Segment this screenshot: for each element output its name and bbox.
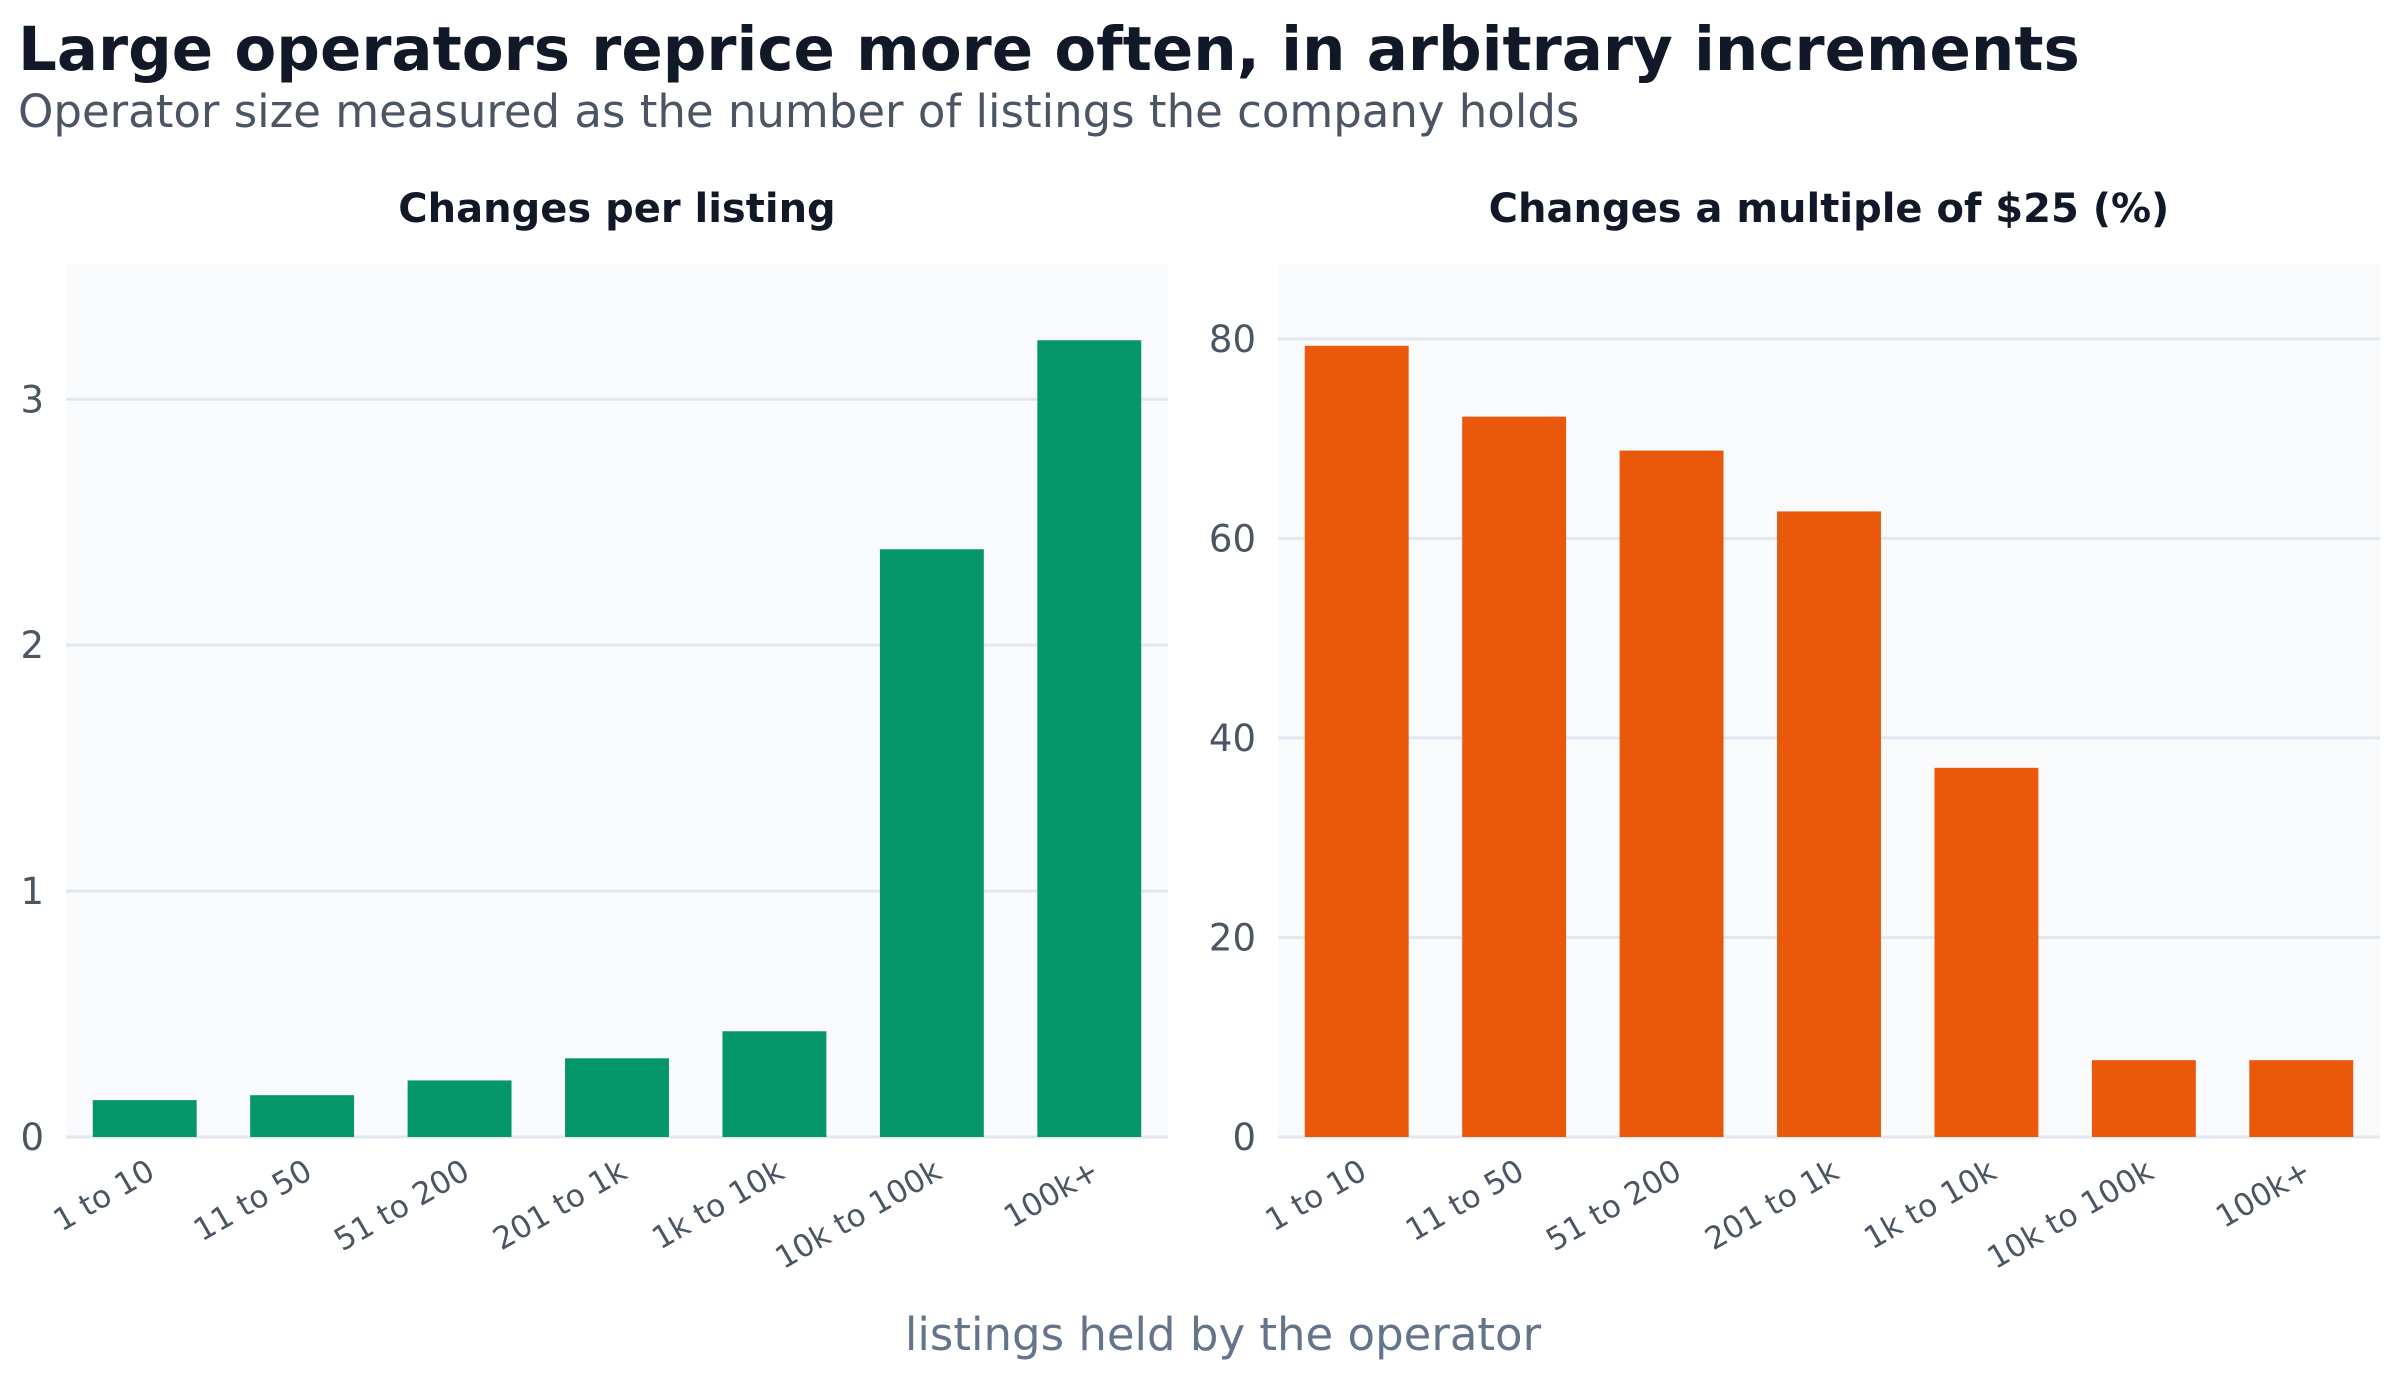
bar-5 (1934, 767, 2039, 1137)
x-tick-label: 1k to 10k (1858, 1153, 2002, 1257)
bar-4 (1777, 511, 1881, 1138)
x-tick-label: 201 to 1k (487, 1153, 633, 1258)
bar-2 (1462, 416, 1567, 1138)
y-tick-label: 3 (20, 378, 44, 421)
bar-3 (407, 1080, 512, 1137)
chart-subtitle: Operator size measured as the number of … (18, 85, 1580, 138)
bar-6 (879, 549, 984, 1137)
bar-7 (1037, 340, 1142, 1138)
y-tick-label: 0 (1232, 1116, 1256, 1159)
x-tick-label: 10k to 100k (769, 1153, 948, 1277)
x-tick-label: 10k to 100k (1981, 1153, 2160, 1277)
panel-title: Changes a multiple of $25 (%) (1489, 186, 2170, 232)
x-tick-label: 11 to 50 (1400, 1153, 1530, 1249)
panel-title: Changes per listing (398, 186, 835, 232)
x-axis-label: listings held by the operator (905, 1308, 1542, 1361)
y-tick-label: 0 (20, 1116, 44, 1159)
bar-7 (2249, 1060, 2354, 1137)
x-tick-label: 1 to 10 (1259, 1153, 1372, 1239)
x-tick-label: 1 to 10 (47, 1153, 160, 1239)
x-tick-label: 1k to 10k (646, 1153, 790, 1257)
x-tick-label: 100k+ (998, 1153, 1105, 1236)
y-tick-label: 60 (1209, 517, 1256, 560)
panel-1: Changes per listing 0 1 2 3 1 to 10 11 to 50 51… (20, 186, 1168, 1277)
x-tick-label: 51 to 200 (1540, 1153, 1687, 1259)
x-tick-label: 51 to 200 (328, 1153, 475, 1259)
bar-1 (92, 1100, 197, 1137)
chart-title: Large operators reprice more often, in a… (18, 14, 2080, 85)
panel-2: Changes a multiple of $25 (%) 0 20 40 60 80 1 … (1209, 186, 2380, 1277)
y-tick-label: 80 (1209, 318, 1256, 361)
x-tick-label: 100k+ (2210, 1153, 2317, 1236)
x-tick-label: 201 to 1k (1699, 1153, 1845, 1258)
bar-3 (1619, 450, 1724, 1137)
y-tick-label: 40 (1209, 717, 1256, 760)
bar-4 (565, 1058, 669, 1137)
bar-1 (1304, 345, 1409, 1137)
bar-6 (2091, 1060, 2196, 1137)
y-tick-label: 20 (1209, 916, 1256, 959)
plot-area (66, 264, 1168, 1137)
bar-5 (722, 1031, 827, 1137)
bar-2 (250, 1095, 355, 1137)
y-tick-label: 2 (20, 624, 44, 667)
x-tick-label: 11 to 50 (188, 1153, 318, 1249)
y-tick-label: 1 (20, 870, 44, 913)
